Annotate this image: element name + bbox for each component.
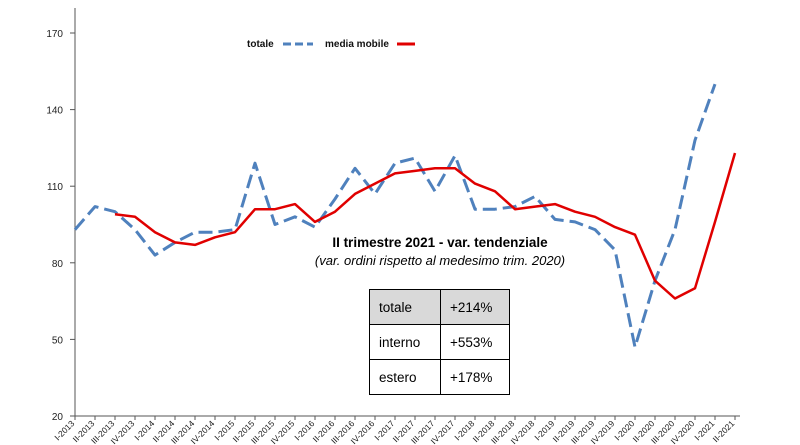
table-cell-label: interno bbox=[369, 324, 441, 360]
series-line-media-mobile bbox=[114, 152, 737, 300]
y-tick-label: 110 bbox=[47, 182, 63, 193]
y-tick-label: 20 bbox=[52, 412, 64, 423]
x-tick-label: II-2021 bbox=[711, 418, 737, 444]
y-axis-ticks: 20 50 80 110 140 170 bbox=[46, 29, 75, 423]
annotation-subtitle: (var. ordini rispetto al medesimo trim. … bbox=[315, 253, 565, 268]
table-row: totale +214% bbox=[369, 289, 510, 325]
summary-table: totale +214% interno +553% estero +178% bbox=[369, 289, 510, 395]
table-cell-value: +214% bbox=[440, 289, 510, 325]
annotation-title: II trimestre 2021 - var. tendenziale bbox=[332, 235, 548, 250]
y-tick-label: 140 bbox=[46, 106, 63, 117]
y-tick-label: 170 bbox=[46, 29, 63, 40]
y-tick-label: 80 bbox=[52, 259, 64, 270]
series-line-totale bbox=[73, 83, 717, 349]
table-row: estero +178% bbox=[369, 359, 510, 395]
y-tick-label: 50 bbox=[52, 335, 64, 346]
series-layer bbox=[73, 83, 737, 349]
legend-label-totale: totale bbox=[247, 39, 274, 50]
table-cell-label: totale bbox=[369, 289, 441, 325]
x-axis-ticks: I-2013II-2013III-2013IV-2013I-2014II-201… bbox=[52, 416, 737, 445]
legend-label-media-mobile: media mobile bbox=[325, 39, 389, 50]
table-cell-label: estero bbox=[369, 359, 441, 395]
table-cell-value: +553% bbox=[440, 324, 510, 360]
table-cell-value: +178% bbox=[440, 359, 510, 395]
legend: totale media mobile bbox=[247, 39, 415, 50]
table-row: interno +553% bbox=[369, 324, 510, 360]
